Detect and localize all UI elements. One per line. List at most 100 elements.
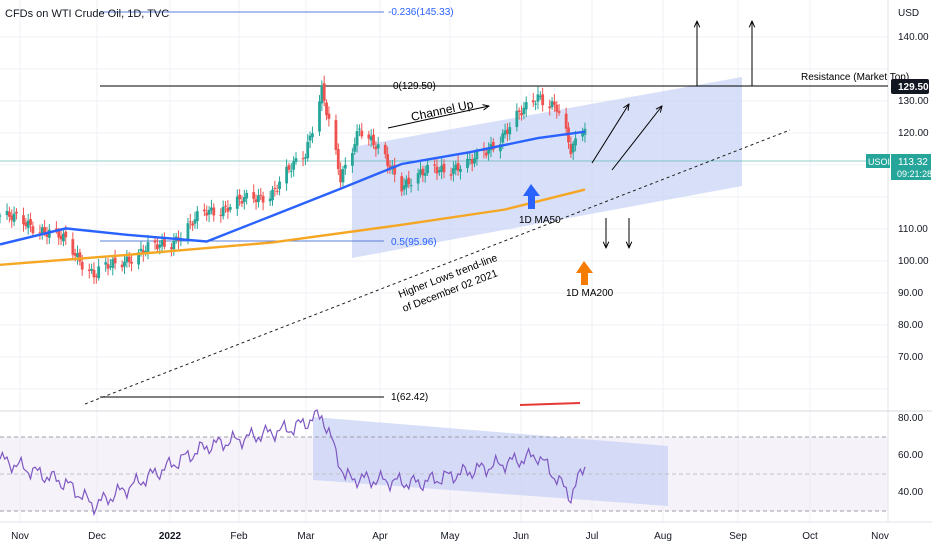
price-axis-labels: USD 140.00 130.00 120.00 110.00 100.00 9… bbox=[898, 8, 929, 363]
fib-top-label: -0.236(145.33) bbox=[388, 7, 454, 18]
candle-body bbox=[57, 231, 61, 238]
candle-body bbox=[423, 173, 427, 176]
candle-body bbox=[186, 223, 190, 240]
candle-body bbox=[43, 227, 47, 233]
candle-body bbox=[172, 240, 176, 250]
candle-body bbox=[475, 150, 479, 160]
candle-body bbox=[38, 232, 42, 234]
time-label-jun: Jun bbox=[513, 531, 529, 542]
candle-body bbox=[111, 259, 115, 268]
fib-zero-label: 0(129.50) bbox=[393, 81, 436, 92]
candle-body bbox=[522, 107, 526, 115]
candle-body bbox=[360, 130, 364, 137]
symbol-tag-text: USOIL bbox=[868, 157, 895, 167]
rsi-tick-80: 80.00 bbox=[898, 413, 923, 424]
candle-body bbox=[144, 251, 148, 253]
candle-body bbox=[325, 102, 328, 116]
price-tick-140: 140.00 bbox=[898, 32, 929, 43]
candle-body bbox=[97, 266, 101, 279]
candle-body bbox=[318, 101, 321, 132]
candle-body bbox=[498, 144, 502, 152]
time-label-apr: Apr bbox=[372, 531, 388, 542]
candle-body bbox=[536, 94, 540, 102]
candle-body bbox=[137, 252, 141, 265]
candle-body bbox=[273, 187, 277, 189]
price-tick-130: 130.00 bbox=[898, 96, 929, 107]
candle-body bbox=[308, 135, 312, 141]
candle-body bbox=[219, 214, 223, 216]
candle-body bbox=[320, 85, 324, 104]
candle-body bbox=[358, 128, 361, 130]
candle-body bbox=[574, 138, 577, 146]
candle-body bbox=[24, 222, 28, 227]
candle-body bbox=[372, 134, 375, 146]
candle-body bbox=[454, 164, 458, 171]
candle-body bbox=[123, 261, 126, 267]
candle-body bbox=[468, 159, 472, 161]
candle-body bbox=[238, 194, 242, 200]
candle-body bbox=[73, 253, 77, 256]
candle-body bbox=[456, 163, 460, 171]
candle-body bbox=[343, 164, 347, 169]
candle-body bbox=[524, 102, 528, 110]
candle-body bbox=[336, 149, 340, 170]
red-marker-line bbox=[519, 402, 581, 406]
candle-body bbox=[45, 232, 49, 237]
candle-body bbox=[303, 157, 307, 159]
candle-body bbox=[221, 206, 225, 217]
last-price-tag bbox=[891, 154, 931, 180]
candle-body bbox=[257, 195, 260, 203]
candle-body bbox=[15, 211, 18, 214]
candle-body bbox=[503, 130, 507, 135]
candle-body bbox=[393, 164, 397, 175]
rsi-tick-40: 40.00 bbox=[898, 487, 923, 498]
candle-body bbox=[287, 165, 291, 170]
candle-body bbox=[531, 100, 535, 103]
candle-body bbox=[259, 194, 263, 196]
candle-body bbox=[484, 152, 488, 156]
ma200-label: 1D MA200 bbox=[566, 288, 614, 299]
time-label-nov-2: Nov bbox=[871, 531, 889, 542]
rsi-tick-60: 60.00 bbox=[898, 450, 923, 461]
candle-body bbox=[0, 215, 2, 217]
projection-arrows bbox=[387, 21, 752, 248]
candle-body bbox=[440, 165, 444, 172]
candle-body bbox=[334, 120, 338, 151]
candle-body bbox=[322, 83, 326, 101]
candle-body bbox=[442, 163, 446, 173]
candle-body bbox=[470, 159, 474, 164]
candle-body bbox=[252, 192, 256, 199]
candle-body bbox=[367, 134, 371, 139]
candle-body bbox=[388, 165, 392, 169]
time-label-dec: Dec bbox=[88, 531, 106, 542]
candle-body bbox=[553, 101, 556, 105]
candle-body bbox=[109, 266, 112, 268]
candle-body bbox=[409, 185, 413, 187]
candle-body bbox=[224, 205, 227, 207]
candle-body bbox=[515, 110, 519, 128]
candle-body bbox=[285, 166, 289, 184]
candle-body bbox=[7, 211, 11, 217]
candle-body bbox=[205, 212, 209, 216]
candle-body bbox=[76, 253, 79, 258]
candle-body bbox=[487, 148, 491, 154]
candle-body bbox=[120, 264, 124, 268]
candle-body bbox=[311, 133, 314, 138]
candle-body bbox=[40, 227, 44, 234]
candle-body bbox=[407, 177, 411, 185]
rsi-line bbox=[0, 409, 586, 517]
price-tick-90: 90.00 bbox=[898, 288, 923, 299]
price-tick-100: 100.00 bbox=[898, 256, 929, 267]
candle-body bbox=[141, 250, 145, 255]
candle-body bbox=[341, 169, 345, 183]
candle-body bbox=[5, 210, 9, 216]
price-tick-70: 70.00 bbox=[898, 352, 923, 363]
candle-body bbox=[202, 209, 206, 212]
candle-body bbox=[534, 103, 538, 105]
candle-body bbox=[294, 158, 298, 162]
candle-body bbox=[451, 168, 455, 174]
symbol-title: CFDs on WTI Crude Oil, 1D, TVC bbox=[5, 8, 169, 20]
candle-body bbox=[369, 136, 373, 141]
candle-body bbox=[271, 189, 274, 201]
candle-body bbox=[78, 252, 82, 262]
